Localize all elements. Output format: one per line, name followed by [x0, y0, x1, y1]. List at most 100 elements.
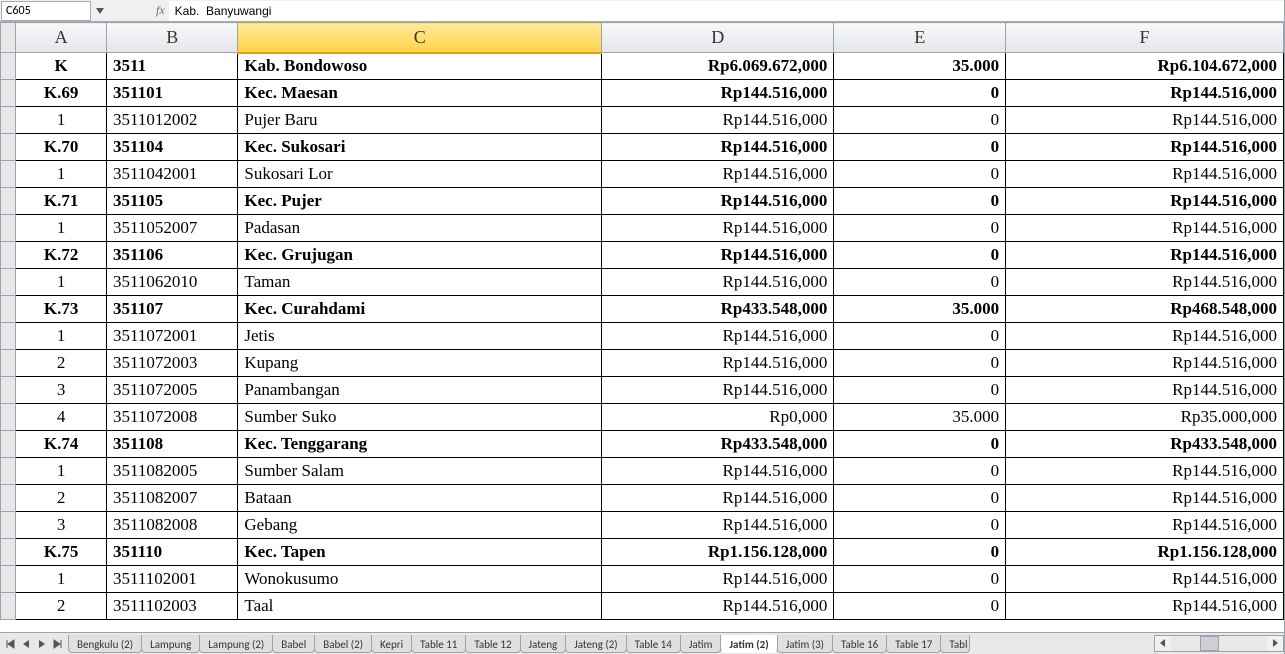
cell[interactable]: 1 [16, 269, 107, 296]
cell[interactable]: 0 [834, 377, 1006, 404]
sheet-tab[interactable]: Jatim [680, 635, 722, 653]
cell[interactable]: 3511062010 [107, 269, 238, 296]
cell[interactable]: Rp144.516,000 [1006, 458, 1284, 485]
cell[interactable]: K.71 [16, 188, 107, 215]
cell[interactable]: 351108 [107, 431, 238, 458]
sheet-tab[interactable]: Bengkulu (2) [68, 635, 142, 653]
cell[interactable]: 0 [834, 458, 1006, 485]
cell[interactable]: Rp0,000 [602, 404, 834, 431]
cell[interactable]: Rp144.516,000 [602, 377, 834, 404]
cell[interactable]: Rp144.516,000 [602, 80, 834, 107]
row-header[interactable] [1, 485, 16, 512]
cell[interactable]: Kec. Pujer [238, 188, 602, 215]
cell[interactable]: Rp144.516,000 [602, 188, 834, 215]
row-header[interactable] [1, 107, 16, 134]
cell[interactable]: Gebang [238, 512, 602, 539]
row-header[interactable] [1, 431, 16, 458]
cell[interactable]: 351104 [107, 134, 238, 161]
cell[interactable]: Rp144.516,000 [1006, 161, 1284, 188]
cell[interactable]: K.70 [16, 134, 107, 161]
cell[interactable]: 1 [16, 215, 107, 242]
name-box[interactable]: C605 [1, 1, 91, 21]
cell[interactable]: Jetis [238, 323, 602, 350]
fx-label[interactable]: fx [116, 3, 169, 18]
sheet-tab[interactable]: Lampung [141, 635, 200, 653]
cell[interactable]: 0 [834, 485, 1006, 512]
spreadsheet-table[interactable]: A B C D E F K3511Kab. BondowosoRp6.069.6… [0, 22, 1284, 620]
formula-input[interactable] [169, 1, 1284, 21]
col-header-E[interactable]: E [834, 23, 1006, 53]
cell[interactable]: 351107 [107, 296, 238, 323]
cell[interactable]: 2 [16, 485, 107, 512]
cell[interactable]: Rp6.069.672,000 [602, 53, 834, 80]
cell[interactable]: Rp468.548,000 [1006, 296, 1284, 323]
cell[interactable]: Kec. Tapen [238, 539, 602, 566]
cell[interactable]: 3511082008 [107, 512, 238, 539]
cell[interactable]: Kab. Bondowoso [238, 53, 602, 80]
cell[interactable]: 0 [834, 215, 1006, 242]
cell[interactable]: 0 [834, 269, 1006, 296]
cell[interactable]: Kec. Tenggarang [238, 431, 602, 458]
cell[interactable]: Rp144.516,000 [1006, 485, 1284, 512]
row-header[interactable] [1, 296, 16, 323]
cell[interactable]: Rp1.156.128,000 [602, 539, 834, 566]
sheet-tab[interactable]: Table 12 [465, 635, 520, 653]
sheet-tab[interactable]: Jateng [520, 635, 567, 653]
row-header[interactable] [1, 377, 16, 404]
sheet-tab[interactable]: Tabl [940, 635, 970, 653]
cell[interactable]: K.74 [16, 431, 107, 458]
cell[interactable]: Rp433.548,000 [602, 431, 834, 458]
cell[interactable]: 351105 [107, 188, 238, 215]
cell[interactable]: 3511042001 [107, 161, 238, 188]
sheet-tab[interactable]: Jateng (2) [565, 635, 626, 653]
cell[interactable]: Kec. Curahdami [238, 296, 602, 323]
cell[interactable]: Rp144.516,000 [602, 323, 834, 350]
cell[interactable]: Rp144.516,000 [602, 242, 834, 269]
cell[interactable]: 3511102001 [107, 566, 238, 593]
sheet-tab[interactable]: Table 14 [626, 635, 681, 653]
cell[interactable]: Kec. Grujugan [238, 242, 602, 269]
cell[interactable]: Rp433.548,000 [1006, 431, 1284, 458]
cell[interactable]: Wonokusumo [238, 566, 602, 593]
sheet-tab[interactable]: Table 17 [886, 635, 941, 653]
cell[interactable]: 3511072001 [107, 323, 238, 350]
cell[interactable]: 2 [16, 350, 107, 377]
cell[interactable]: Rp144.516,000 [1006, 377, 1284, 404]
row-header[interactable] [1, 269, 16, 296]
cell[interactable]: Rp1.156.128,000 [1006, 539, 1284, 566]
row-header[interactable] [1, 350, 16, 377]
cell[interactable]: 0 [834, 539, 1006, 566]
cell[interactable]: Rp144.516,000 [602, 458, 834, 485]
cell[interactable]: 1 [16, 323, 107, 350]
sheet-tab[interactable]: Table 16 [832, 635, 887, 653]
cell[interactable]: 3 [16, 377, 107, 404]
cell[interactable]: Rp144.516,000 [1006, 512, 1284, 539]
cell[interactable]: Rp144.516,000 [1006, 107, 1284, 134]
cell[interactable]: 351106 [107, 242, 238, 269]
cell[interactable]: 3511082007 [107, 485, 238, 512]
tab-nav-next-icon[interactable] [34, 635, 50, 653]
row-header[interactable] [1, 188, 16, 215]
cell[interactable]: 0 [834, 566, 1006, 593]
cell[interactable]: 351110 [107, 539, 238, 566]
cell[interactable]: Rp144.516,000 [602, 215, 834, 242]
cell[interactable]: K.72 [16, 242, 107, 269]
cell[interactable]: Kupang [238, 350, 602, 377]
cell[interactable]: 0 [834, 161, 1006, 188]
sheet-tab[interactable]: Lampung (2) [199, 635, 273, 653]
cell[interactable]: 1 [16, 566, 107, 593]
row-header[interactable] [1, 593, 16, 620]
cell[interactable]: Rp144.516,000 [1006, 269, 1284, 296]
cell[interactable]: 0 [834, 512, 1006, 539]
scroll-right-icon[interactable] [1267, 637, 1283, 650]
cell[interactable]: Rp144.516,000 [602, 485, 834, 512]
col-header-B[interactable]: B [107, 23, 238, 53]
sheet-tab[interactable]: Table 11 [411, 635, 466, 653]
cell[interactable]: 1 [16, 161, 107, 188]
cell[interactable]: Pujer Baru [238, 107, 602, 134]
tab-nav-prev-icon[interactable] [18, 635, 34, 653]
cell[interactable]: 2 [16, 593, 107, 620]
cell[interactable]: Rp144.516,000 [1006, 593, 1284, 620]
row-header[interactable] [1, 404, 16, 431]
cell[interactable]: 35.000 [834, 53, 1006, 80]
